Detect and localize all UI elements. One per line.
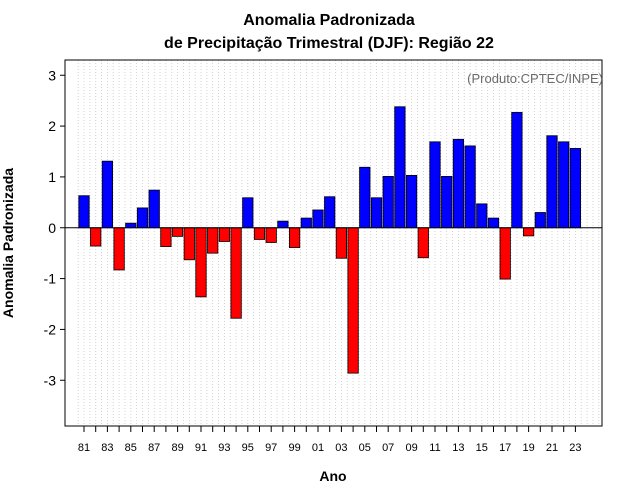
bar-1990: [183, 227, 195, 261]
bar-2023: [569, 148, 582, 229]
y-tick-label: -1: [44, 271, 57, 287]
bar-1996: [253, 227, 266, 240]
bar-1984: [113, 227, 125, 271]
bar-2020: [534, 212, 546, 229]
y-tick-label: -2: [44, 321, 57, 337]
bar-1986: [136, 207, 149, 229]
y-tick-label: 3: [48, 67, 56, 83]
x-tick-label: 11: [429, 442, 440, 454]
bar-2015: [476, 203, 488, 229]
x-tick-label: 23: [569, 442, 581, 454]
x-tick-label: 15: [476, 442, 488, 454]
bar-2011: [429, 141, 441, 229]
x-tick-label: 91: [195, 442, 207, 454]
y-axis-label: Anomalia Padronizada: [0, 168, 16, 318]
x-tick-label: 93: [218, 442, 230, 454]
bar-2007: [382, 176, 394, 229]
plot-frame: [64, 59, 603, 427]
bar-2002: [324, 196, 336, 229]
bar-1982: [90, 227, 102, 247]
y-tick-label: 2: [48, 118, 56, 134]
x-tick-label: 05: [359, 442, 371, 454]
x-tick-label: 97: [265, 442, 277, 454]
bar-1981: [78, 195, 90, 229]
bar-2000: [300, 217, 312, 229]
x-axis-label: Ano: [319, 468, 346, 484]
y-tick-label: 1: [48, 169, 56, 185]
bar-2013: [452, 138, 465, 229]
y-axis: -3 -2 -1 0 1 2 3: [44, 67, 65, 388]
bar-2022: [558, 141, 570, 229]
x-tick-label: 07: [382, 442, 394, 454]
credit-annotation: (Produto:CPTEC/INPE): [467, 71, 603, 86]
x-tick-label: 95: [242, 442, 254, 454]
bar-1988: [160, 227, 172, 247]
bar-1998: [277, 220, 289, 229]
bar-1999: [288, 227, 301, 248]
bar-2008: [394, 106, 406, 229]
bar-2018: [511, 111, 523, 229]
y-tick-label: -3: [44, 372, 57, 388]
bar-1987: [148, 189, 160, 229]
bar-2016: [487, 217, 500, 229]
bar-2009: [405, 174, 418, 229]
bar-1989: [171, 227, 184, 237]
chart-title: Anomalia Padronizada: [243, 12, 415, 29]
bar-1991: [195, 227, 207, 298]
chart-subtitle: de Precipitação Trimestral (DJF): Região…: [164, 35, 494, 52]
bar-1995: [242, 197, 254, 229]
bar-2005: [359, 166, 371, 229]
x-tick-label: 89: [171, 442, 183, 454]
bar-2014: [464, 145, 476, 229]
x-tick-label: 87: [148, 442, 160, 454]
bar-1983: [101, 160, 113, 229]
x-tick-label: 17: [499, 442, 511, 454]
x-tick-label: 99: [288, 442, 300, 454]
x-tick-label: 03: [335, 442, 347, 454]
bar-2010: [417, 227, 429, 259]
x-tick-label: 19: [522, 442, 534, 454]
x-tick-label: 21: [546, 442, 558, 454]
bar-2017: [499, 227, 511, 280]
x-tick-label: 13: [452, 442, 464, 454]
x-tick-label: 01: [312, 442, 324, 454]
bar-2021: [546, 135, 558, 229]
bar-1985: [125, 222, 137, 229]
bar-2012: [441, 176, 453, 229]
x-tick-label: 83: [101, 442, 113, 454]
bar-1992: [207, 227, 219, 254]
bar-2019: [523, 227, 535, 237]
x-tick-label: 09: [405, 442, 417, 454]
bar-1997: [265, 227, 277, 243]
bar-2004: [347, 227, 359, 374]
bar-2001: [312, 209, 324, 229]
y-tick-label: 0: [48, 220, 56, 236]
bar-2006: [370, 197, 383, 229]
bar-2003: [335, 227, 348, 259]
bar-1994: [230, 227, 242, 319]
bar-1993: [218, 227, 230, 242]
x-axis: 81 83 85 87 89 91 93 95 97 99 01 03 05 07 09 11 13 15 17 19…: [78, 426, 582, 454]
x-tick-label: 85: [125, 442, 137, 454]
x-tick-label: 81: [78, 442, 90, 454]
